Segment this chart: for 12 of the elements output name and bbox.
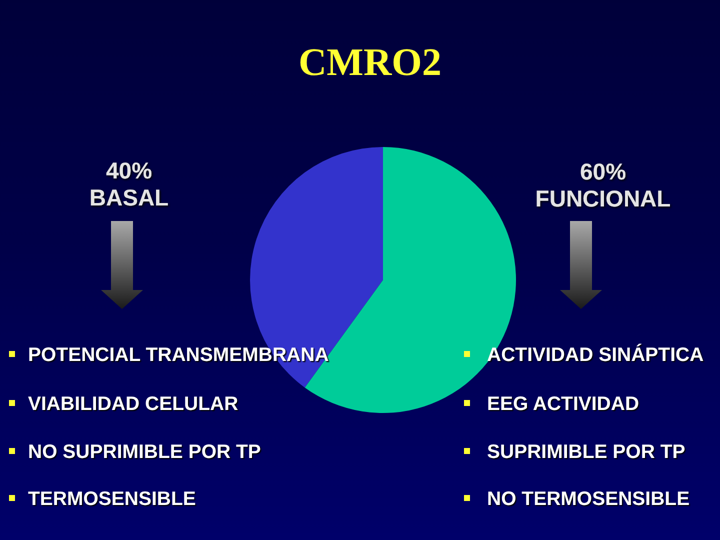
chart-title: CMRO2: [298, 41, 442, 84]
text: VIABILIDAD CELULAR: [28, 393, 238, 415]
text: NO TERMOSENSIBLE: [487, 488, 690, 510]
slice-label: FUNCIONAL: [535, 186, 671, 212]
data-label: 40%: [106, 158, 152, 184]
text: NO SUPRIMIBLE POR TP: [28, 441, 261, 463]
data-label: 60%: [580, 158, 626, 184]
text: POTENCIAL TRANSMEMBRANA: [28, 344, 329, 366]
text: SUPRIMIBLE POR TP: [487, 441, 686, 463]
text: EEG ACTIVIDAD: [487, 393, 640, 415]
text: TERMOSENSIBLE: [28, 488, 196, 510]
slice-label: BASAL: [89, 184, 169, 210]
